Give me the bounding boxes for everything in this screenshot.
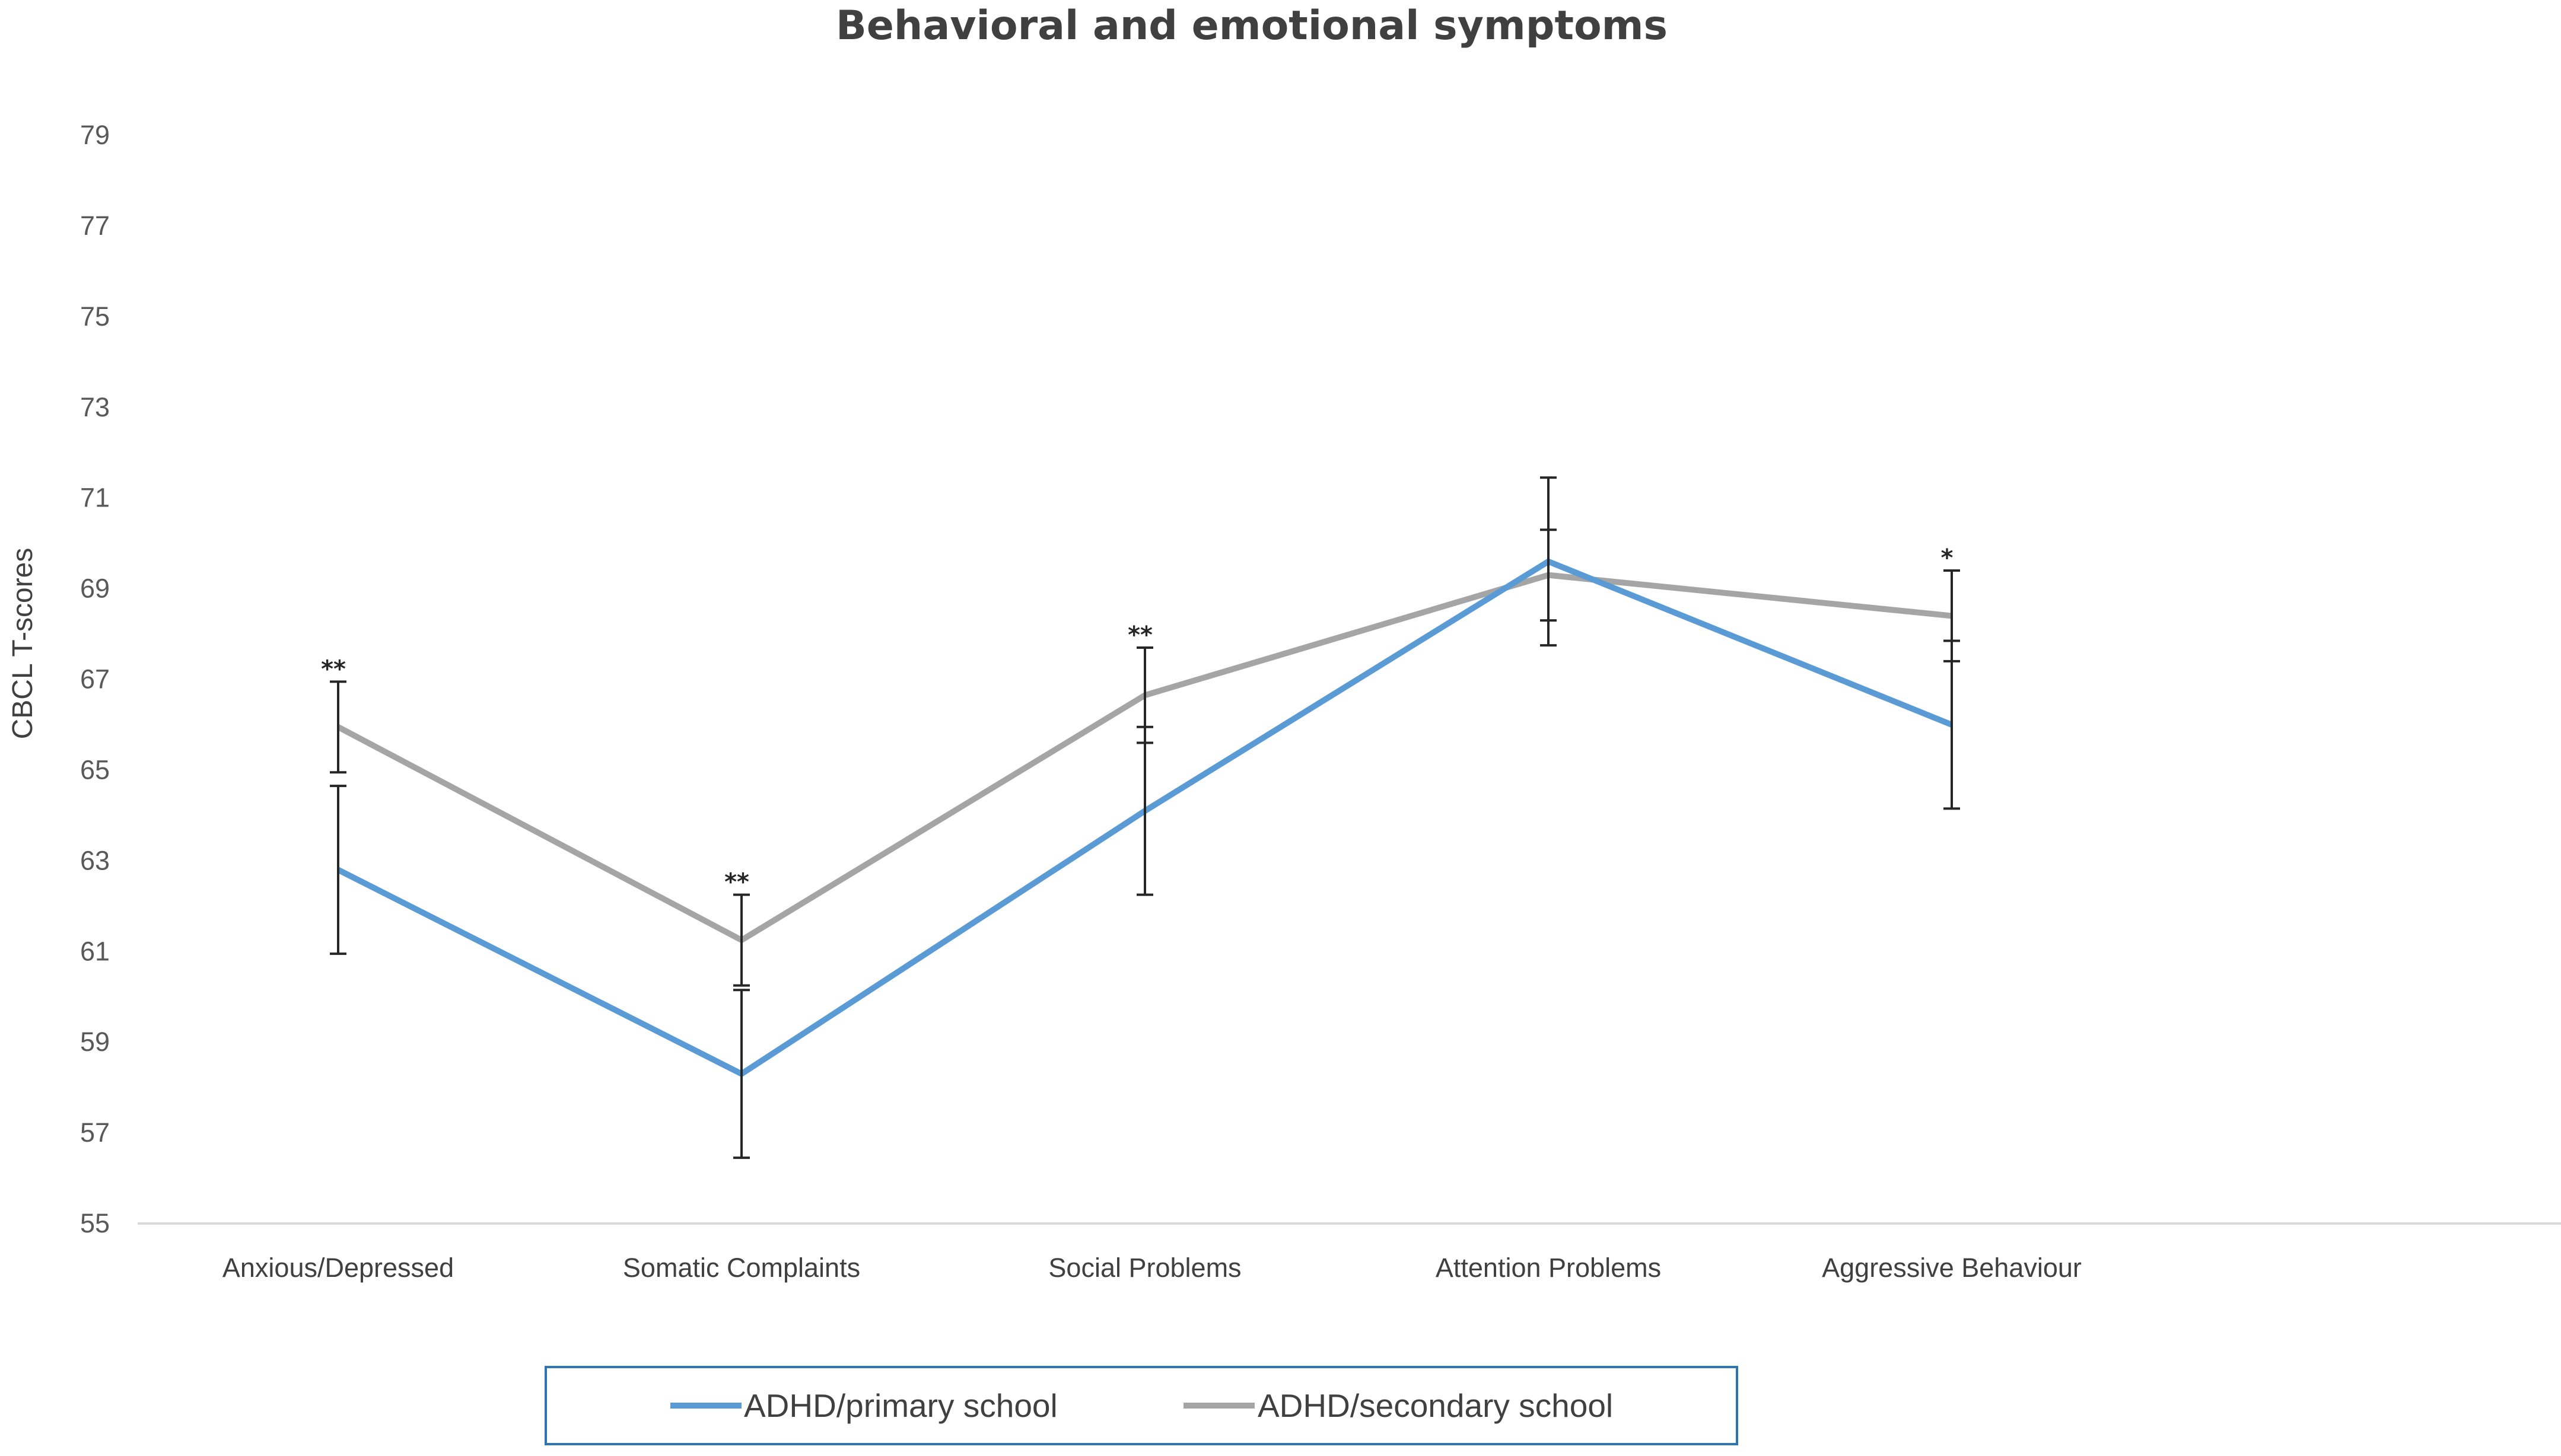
x-tick-label: Anxious/Depressed — [222, 1253, 454, 1283]
legend-label-secondary: ADHD/secondary school — [1258, 1387, 1613, 1424]
x-tick-label: Somatic Complaints — [623, 1253, 860, 1283]
y-tick-label: 57 — [80, 1117, 110, 1148]
y-axis-label: CBCL T-scores — [7, 548, 39, 740]
error-bar-secondary — [1943, 569, 1960, 662]
error-bar-secondary — [330, 680, 346, 774]
x-axis-labels: Anxious/Depressed Somatic Complaints Socia… — [222, 1253, 2082, 1283]
y-tick-label: 67 — [80, 664, 110, 694]
chart-title: Behavioral and emotional symptoms — [836, 2, 1668, 49]
y-tick-label: 65 — [80, 754, 110, 785]
error-bars — [330, 476, 1960, 1159]
y-tick-label: 63 — [80, 845, 110, 875]
significance-marker: ** — [1128, 622, 1153, 649]
legend-box — [545, 1366, 1738, 1445]
y-tick-label: 75 — [80, 301, 110, 332]
error-bar-primary — [1137, 725, 1153, 896]
x-tick-label: Aggressive Behaviour — [1822, 1253, 2082, 1283]
y-tick-label: 61 — [80, 936, 110, 966]
x-tick-label: Attention Problems — [1436, 1253, 1661, 1283]
error-bar-secondary — [733, 893, 750, 987]
y-tick-label: 59 — [80, 1027, 110, 1057]
significance-marker: ** — [321, 655, 346, 683]
error-bar-secondary — [1137, 646, 1153, 744]
error-bar-primary — [330, 785, 346, 955]
y-tick-label: 71 — [80, 483, 110, 513]
y-tick-label: 69 — [80, 574, 110, 604]
significance-markers: ******* — [321, 544, 1953, 896]
x-tick-label: Social Problems — [1048, 1253, 1241, 1283]
error-bar-primary — [733, 989, 750, 1159]
significance-marker: ** — [724, 869, 749, 896]
error-bar-secondary — [1540, 528, 1557, 622]
y-tick-label: 55 — [80, 1208, 110, 1238]
y-tick-label: 73 — [80, 392, 110, 422]
y-tick-label: 79 — [80, 120, 110, 150]
y-tick-label: 77 — [80, 211, 110, 241]
legend-label-primary: ADHD/primary school — [744, 1387, 1058, 1424]
legend: ADHD/primary school ADHD/secondary schoo… — [545, 1366, 1738, 1445]
significance-marker: * — [1941, 544, 1954, 572]
y-axis-ticks: 79 77 75 73 71 69 67 65 63 61 59 57 55 — [80, 120, 110, 1238]
